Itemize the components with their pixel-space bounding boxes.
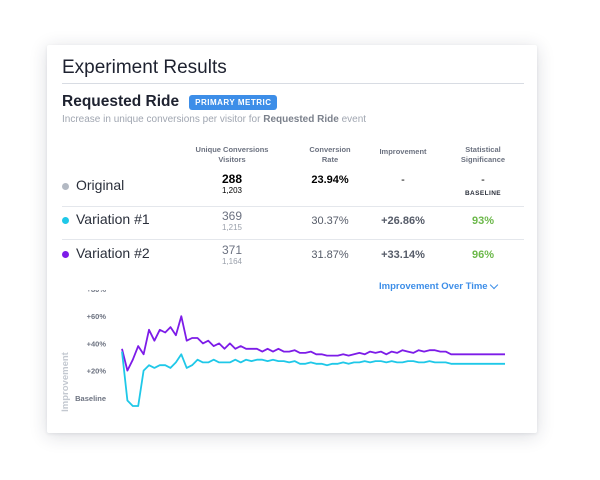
improvement-over-time-dropdown[interactable]: Improvement Over Time [379,280,498,292]
card-title: Experiment Results [62,57,227,78]
original-visitors: 1,203 [221,186,243,195]
metric-description: Increase in unique conversions per visit… [62,114,366,125]
variation-2-significance: 96% [471,249,495,261]
y-tick-label: +20% [87,367,107,376]
improvement-chart: Improvement +80% +60% +40% +20% Baseline [60,290,505,412]
variation-1-name: Variation #1 [76,211,150,227]
variation-2-rate: 31.87% [311,249,349,261]
variation-2-visitors: 1,164 [221,257,243,266]
experiment-results-card: Experiment Results Requested Ride PRIMAR… [47,45,537,433]
header-conversion-rate: Conversion Rate [290,145,370,164]
header-unique-conversions-line2: Visitors [218,154,246,164]
chevron-down-icon [489,280,498,289]
y-axis-label: Improvement [60,351,71,411]
improvement-over-time-label: Improvement Over Time [379,281,488,292]
series-line-1 [121,315,505,372]
variation-1-significance: 93% [471,215,495,227]
desc-suffix: event [338,114,367,125]
variation-2-conversions: 371 [221,243,243,257]
table-row-variation-1[interactable]: Variation #1 369 1,215 30.37% +26.86% 93… [62,206,524,240]
metric-name: Requested Ride [62,93,180,110]
variation-2-improvement: +33.14% [381,249,425,261]
title-divider [62,83,524,84]
original-significance-value: - [481,174,485,186]
variation-2-name: Variation #2 [76,245,150,261]
original-improvement: - [401,174,405,186]
variation-1-color-dot [62,217,69,224]
original-color-dot [62,183,69,190]
header-unique-conversions-line1: Unique Conversions [195,145,269,154]
header-unique-conversions: Unique Conversions Visitors [177,145,287,164]
header-conversion-rate-line2: Rate [321,154,339,164]
variation-1-conversions: 369 [221,209,243,223]
header-significance-line1: Statistical [465,145,501,154]
variation-1-rate: 30.37% [311,215,349,227]
variation-2-color-dot [62,251,69,258]
desc-event: Requested Ride [263,114,339,125]
desc-prefix: Increase in unique conversions per visit… [62,114,264,125]
y-tick-label: +80% [87,290,107,294]
baseline-tick-label: Baseline [75,394,106,403]
table-row-variation-2[interactable]: Variation #2 371 1,164 31.87% +33.14% 96… [62,240,524,273]
variation-1-visitors: 1,215 [221,223,243,232]
header-significance-line2: Significance [460,154,506,164]
original-baseline-label: BASELINE [464,190,502,197]
variation-2-conversions-cell: 371 1,164 [192,243,272,267]
metric-header: Requested Ride PRIMARY METRIC [62,93,278,111]
table-row-original[interactable]: Original 288 1,203 23.94% - - BASELINE [62,173,524,207]
original-rate: 23.94% [311,174,349,186]
header-improvement: Improvement [379,147,427,156]
original-conversions: 288 [221,172,243,186]
original-name: Original [76,177,125,193]
variation-1-conversions-cell: 369 1,215 [192,209,272,233]
original-conversions-cell: 288 1,203 [192,172,272,196]
original-significance: - BASELINE [443,174,523,197]
primary-metric-badge: PRIMARY METRIC [189,94,278,110]
y-tick-label: +40% [87,339,107,348]
variation-1-improvement: +26.86% [381,215,425,227]
header-significance: Statistical Significance [443,145,523,164]
header-conversion-rate-line1: Conversion [309,145,351,154]
y-tick-label: +60% [87,312,107,321]
series-line-2 [121,351,505,407]
